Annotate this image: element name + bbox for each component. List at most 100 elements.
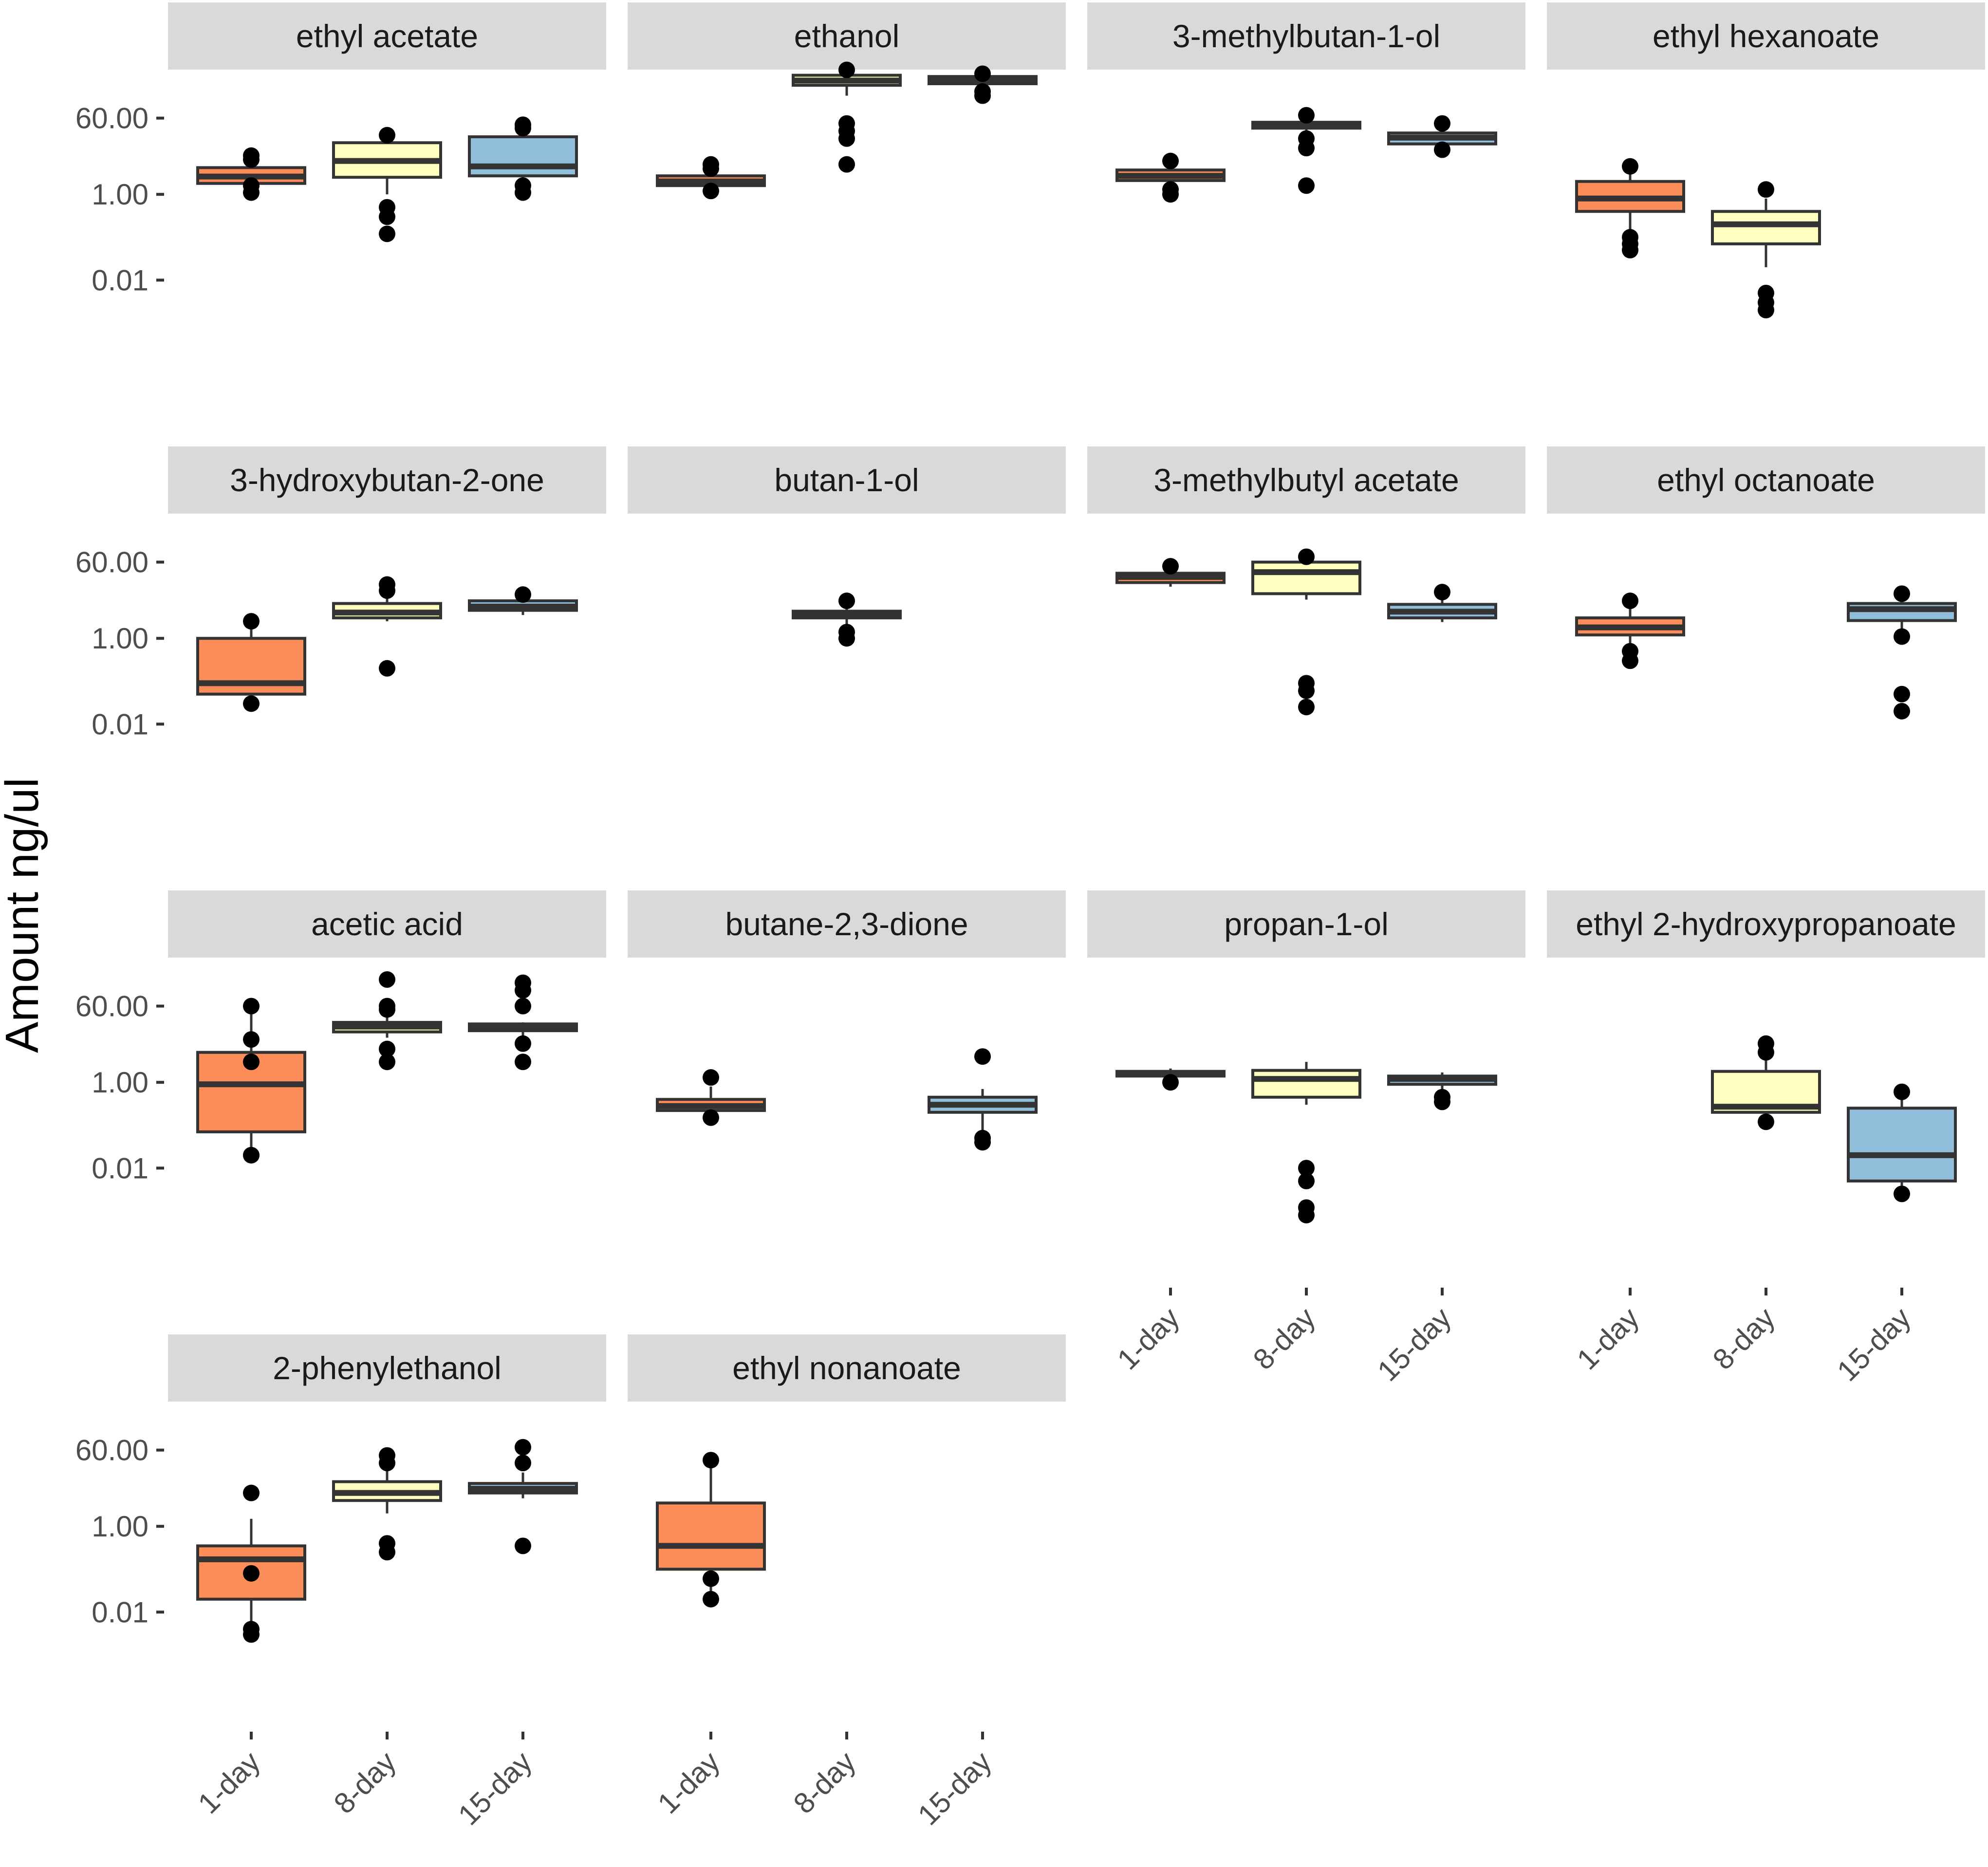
box-15-day [468,116,578,201]
box-8-day [792,61,902,173]
outlier-point [515,998,531,1015]
outlier-point [974,65,991,82]
iqr-box [1251,560,1361,595]
x-tick-label: 15-day [1371,1301,1457,1387]
panel-ethyl-acetate: ethyl acetate 60.00 1.00 0.01 [75,2,606,296]
box-15-day [1847,1083,1957,1202]
outlier-point [703,1109,719,1126]
panel-strip [168,890,606,958]
panel-ethyl-2-hydroxypropanoate: ethyl 2-hydroxypropanoate 1-day 8-day 15-da… [1547,890,1985,1387]
outlier-point [243,998,260,1015]
x-tick-label: 15-day [452,1745,538,1831]
box-8-day [792,592,902,647]
panel-strip [168,1334,606,1402]
y-tick-label: 1.00 [92,1066,149,1099]
iqr-box [1251,1069,1361,1099]
panel-ethanol: ethanol [628,2,1066,200]
outlier-point [1298,1206,1315,1223]
panel-strip [1547,446,1985,514]
outlier-point [1162,1074,1179,1091]
outlier-point [1298,1172,1315,1189]
outlier-point [974,87,991,104]
y-tick-label: 0.01 [92,1152,149,1184]
panel-title: 3-methylbutan-1-ol [1172,18,1440,54]
outlier-point [1894,702,1910,720]
panel-title: 2-phenylethanol [273,1350,502,1386]
box-15-day [468,974,578,1071]
box-1-day [656,1069,766,1126]
panel-title: propan-1-ol [1224,906,1389,942]
outlier-point [1298,130,1315,147]
panel-title: ethyl 2-hydroxypropanoate [1576,906,1956,942]
box-15-day [1387,115,1497,158]
box-15-day [1847,585,1957,720]
box-1-day [1115,1068,1226,1091]
box-1-day [1575,592,1685,669]
outlier-point [243,613,260,630]
outlier-point [838,624,855,641]
outlier-point [703,1452,719,1469]
outlier-point [243,1565,260,1582]
outlier-point [1758,181,1774,198]
y-tick-label: 0.01 [92,1596,149,1628]
outlier-point [515,1035,531,1052]
box-1-day [1115,558,1226,587]
outlier-point [515,1054,531,1071]
outlier-point [1162,181,1179,198]
iqr-box [468,135,578,178]
outlier-point [1758,1035,1774,1052]
outlier-point [1894,685,1910,702]
outlier-point [1298,699,1315,716]
box-1-day [196,998,306,1164]
outlier-point [703,1590,719,1608]
outlier-point [243,1054,260,1071]
outlier-point [1622,592,1638,610]
outlier-point [703,1570,719,1587]
outlier-point [1758,301,1774,318]
panel-title: acetic acid [311,906,463,942]
box-8-day [1251,548,1361,716]
panel-title: ethyl nonanoate [732,1350,961,1386]
box-1-day [196,147,306,201]
panel-propan-1-ol: propan-1-ol 1-day 8-day 15-day [1087,890,1525,1387]
box-15-day [468,1439,578,1554]
outlier-point [379,998,395,1015]
panels-layer: ethyl acetate 60.00 1.00 0.01 ethanol 3-methy… [75,2,1985,1831]
panel-title: 3-methylbutyl acetate [1153,462,1459,498]
panel-strip [1087,890,1525,958]
outlier-point [1162,558,1179,575]
outlier-point [379,1040,395,1057]
panel-strip [628,2,1066,70]
outlier-point [1434,584,1450,601]
box-8-day [332,127,442,242]
outlier-point [243,1484,260,1501]
box-8-day [332,971,442,1071]
panel-strip [168,446,606,514]
outlier-point [243,1146,260,1164]
x-tick-label: 15-day [1831,1301,1917,1387]
box-8-day [1711,1035,1821,1130]
panel-title: ethyl hexanoate [1653,18,1879,54]
box-1-day [196,1484,306,1643]
outlier-point [515,974,531,991]
y-tick-label: 60.00 [75,546,149,579]
outlier-point [243,695,260,712]
outlier-point [1298,1160,1315,1177]
outlier-point [515,586,531,603]
outlier-point [1434,115,1450,132]
outlier-point [243,147,260,164]
iqr-box [1711,210,1821,245]
panel-strip [1547,2,1985,70]
iqr-box [656,1501,766,1571]
outlier-point [1434,1093,1450,1110]
outlier-point [838,156,855,173]
x-tick-label: 15-day [911,1745,998,1831]
y-tick-label: 0.01 [92,264,149,296]
panel-strip [1547,890,1985,958]
panel-strip [628,890,1066,958]
outlier-point [703,183,719,200]
outlier-point [838,130,855,147]
box-15-day [1387,584,1497,622]
outlier-point [1298,177,1315,194]
panel-3-methylbutan-1-ol: 3-methylbutan-1-ol [1087,2,1525,203]
